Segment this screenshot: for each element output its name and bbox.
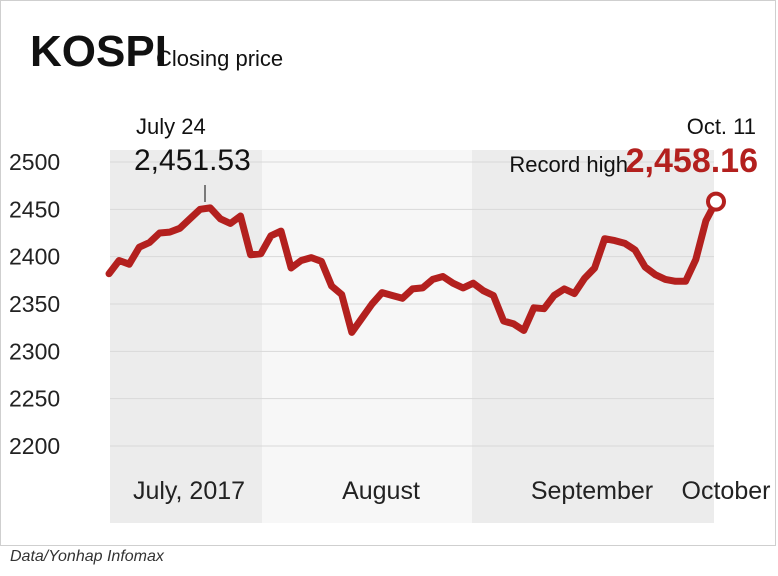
y-tick-label: 2400 [9,244,60,270]
record-high-marker [706,191,726,212]
y-tick-label: 2200 [9,433,60,459]
gridlines [110,161,714,447]
y-tick-label: 2250 [9,386,60,412]
band-september [472,150,714,523]
record-date-label: Oct. 11 [687,114,756,139]
y-tick-label: 2450 [9,196,60,222]
data-source: Data/Yonhap Infomax [10,548,164,565]
chart-title: KOSPI [30,27,167,76]
month-label: October [682,477,771,505]
y-axis-ticks: 2500 2450 2400 2350 2300 2250 2200 [9,149,60,459]
month-label: August [342,477,420,505]
kospi-series-line [105,198,720,336]
record-high-label: Record high [509,152,628,177]
chart-subtitle: Closing price [156,46,283,71]
record-high-value: 2,458.16 [626,142,758,180]
month-bands [110,150,714,523]
chart-svg: 2500 2450 2400 2350 2300 2250 2200 July, 2017 A… [9,27,771,523]
july-24-value: 2,451.53 [134,144,251,177]
month-labels: July, 2017 August September October [133,477,771,505]
band-july [110,150,262,523]
month-label: July, 2017 [133,477,245,505]
month-label: September [531,477,653,505]
band-august [262,150,472,523]
y-tick-label: 2300 [9,338,60,364]
y-tick-label: 2350 [9,291,60,317]
y-tick-label: 2500 [9,149,60,175]
july-24-label: July 24 [136,114,206,139]
